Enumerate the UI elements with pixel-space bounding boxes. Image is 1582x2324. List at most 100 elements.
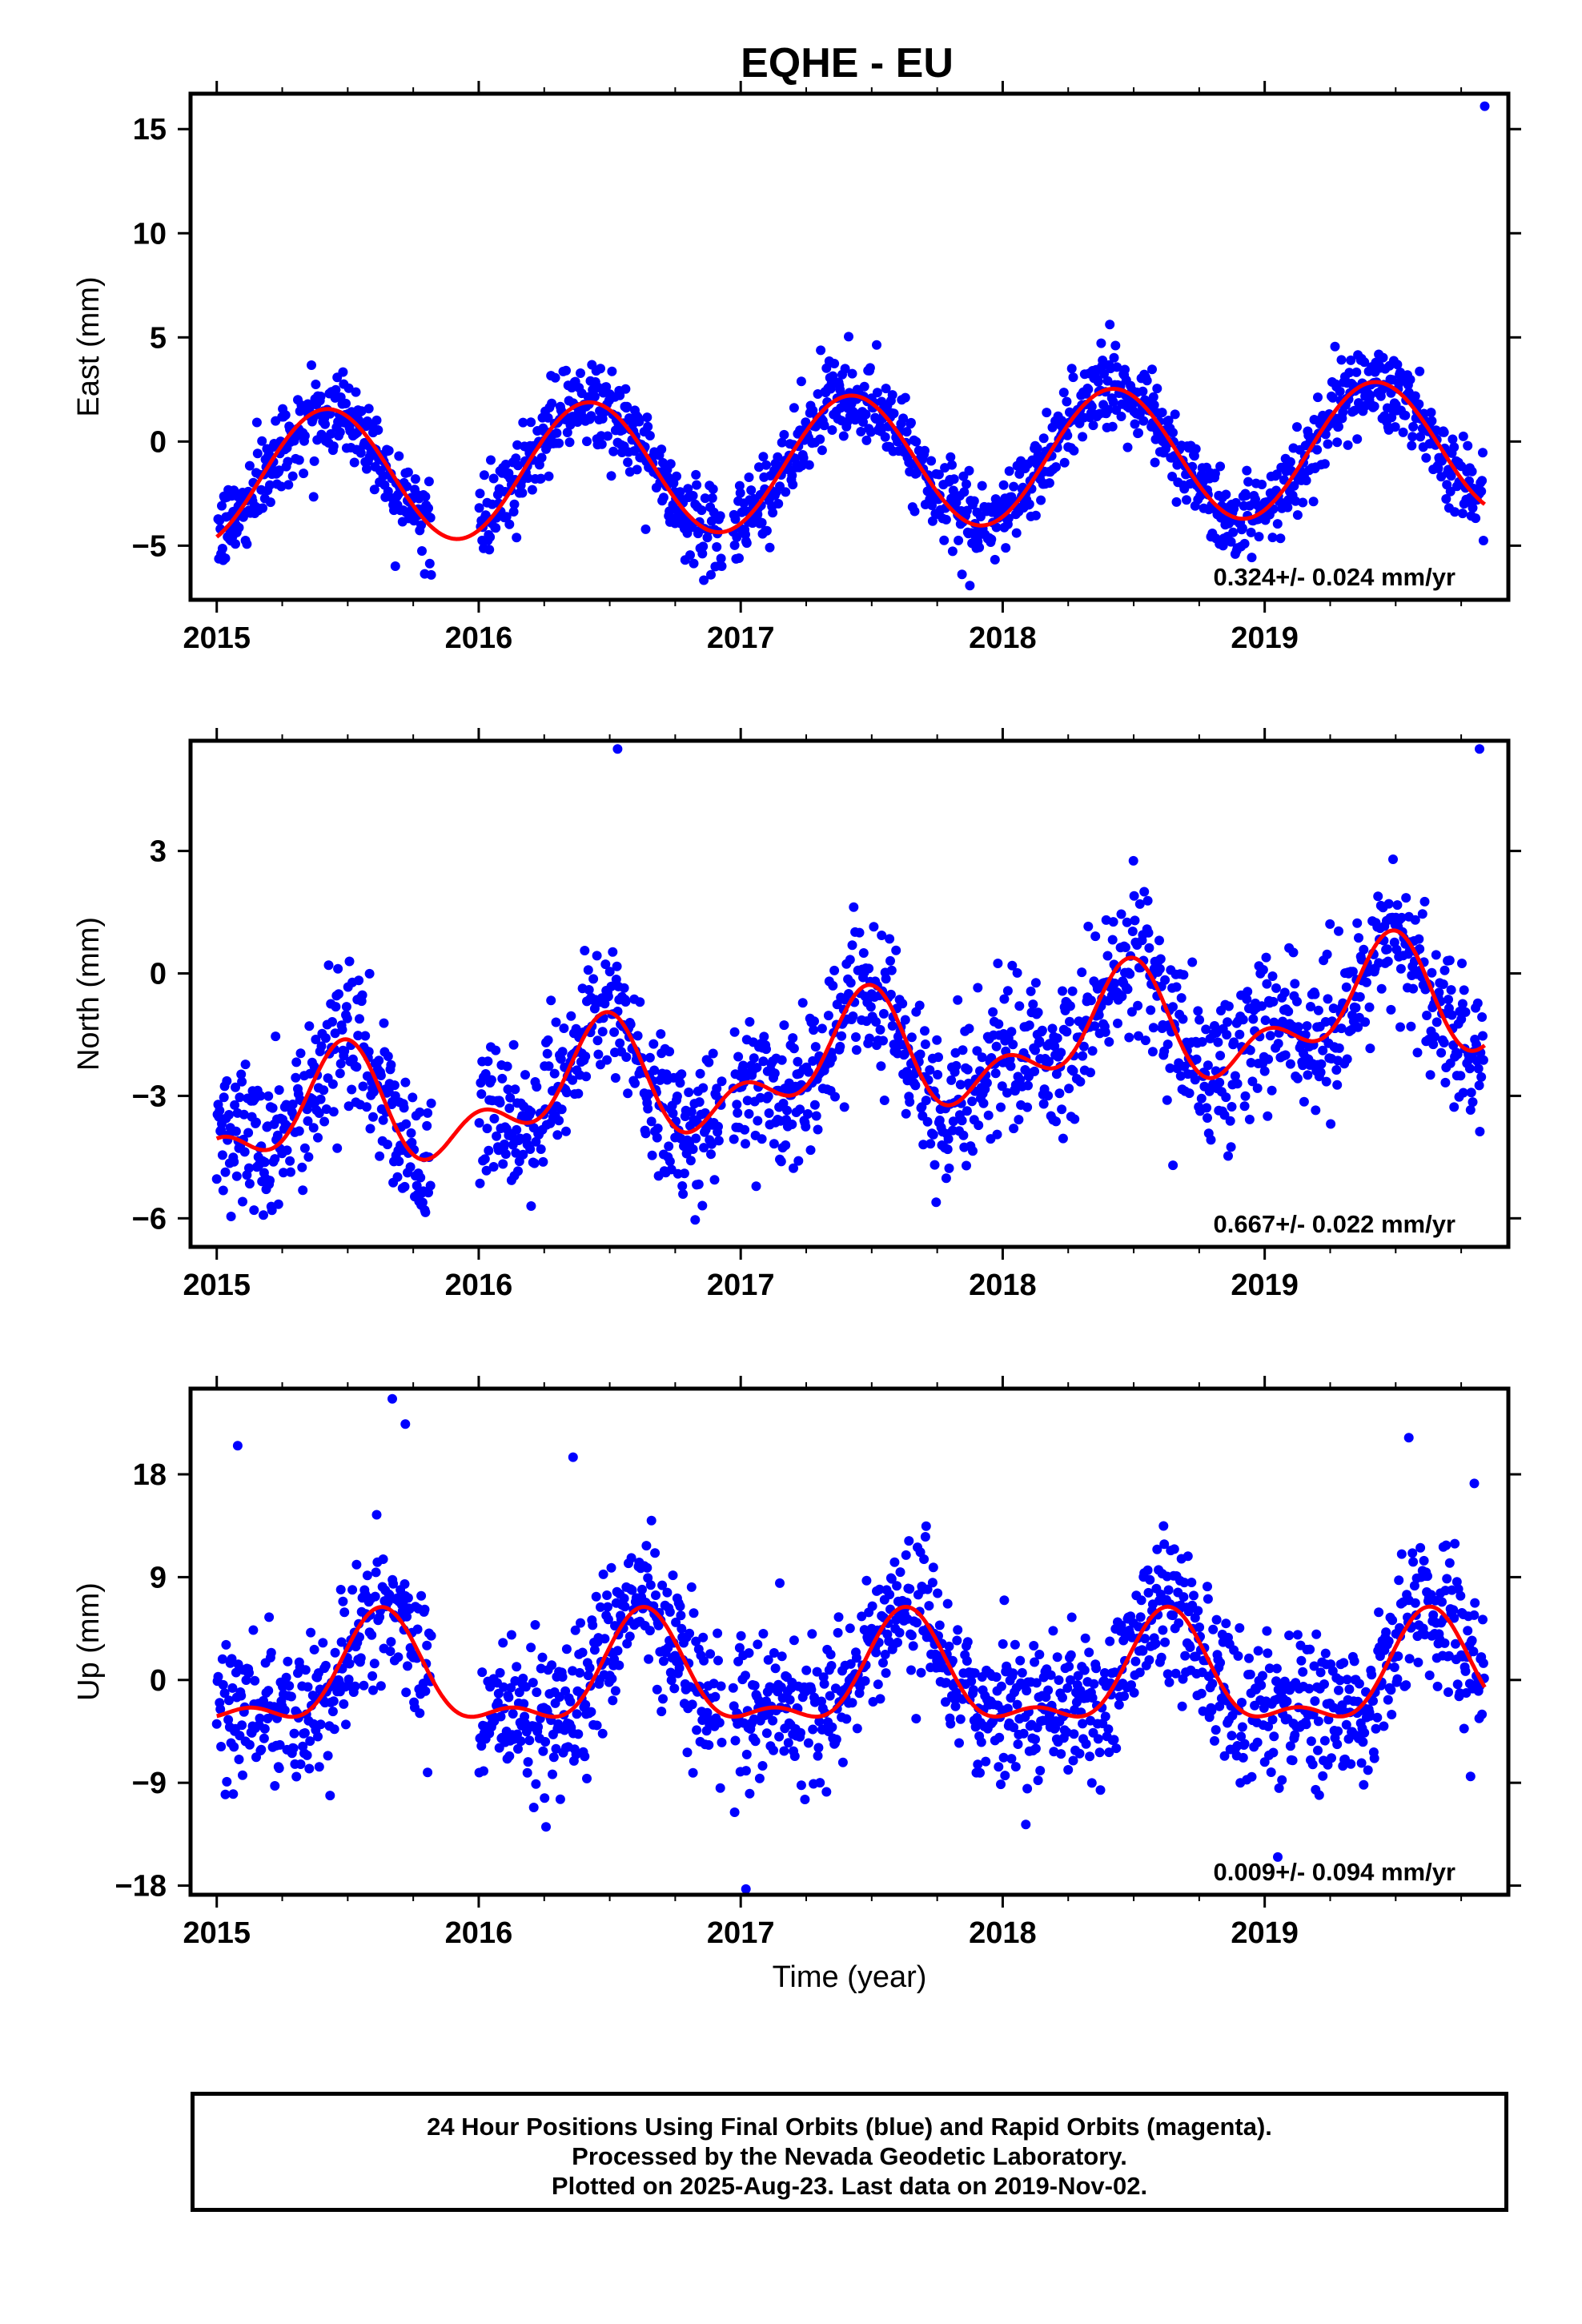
- up-data-point: [770, 1663, 781, 1674]
- east-data-point: [1405, 375, 1415, 384]
- north-data-point: [978, 1098, 989, 1108]
- north-data-point: [1078, 1051, 1088, 1061]
- up-data-point: [1134, 1667, 1145, 1678]
- east-data-point: [501, 512, 512, 522]
- east-data-point: [1386, 388, 1396, 398]
- east-data-point: [947, 460, 957, 470]
- north-data-point: [926, 1139, 936, 1149]
- up-data-point: [1207, 1706, 1217, 1715]
- up-data-point: [1437, 1597, 1447, 1607]
- east-data-point: [274, 465, 284, 476]
- up-data-point: [610, 1621, 620, 1631]
- north-data-point: [602, 1055, 612, 1065]
- north-data-point: [1425, 1070, 1435, 1080]
- up-data-point: [608, 1695, 618, 1706]
- up-data-point: [676, 1610, 686, 1621]
- north-data-point: [1279, 987, 1290, 998]
- up-data-point: [540, 1793, 550, 1803]
- north-data-point: [1290, 979, 1300, 989]
- north-data-point: [837, 1031, 847, 1041]
- up-data-point: [1136, 1595, 1146, 1606]
- north-data-point: [1472, 998, 1483, 1008]
- up-data-point: [584, 1663, 595, 1673]
- east-data-point: [1239, 538, 1250, 549]
- north-data-point: [592, 951, 602, 961]
- north-data-point: [934, 1052, 943, 1063]
- up-data-point: [906, 1630, 917, 1641]
- up-data-point: [495, 1667, 505, 1678]
- north-data-point: [1459, 985, 1469, 995]
- up-data-point: [524, 1735, 535, 1746]
- north-data-point: [1364, 1002, 1375, 1012]
- up-data-point: [1304, 1683, 1315, 1694]
- east-data-point: [1152, 384, 1162, 394]
- up-data-point: [248, 1625, 259, 1635]
- north-data-point: [311, 1035, 321, 1044]
- north-data-point: [1077, 967, 1087, 978]
- east-data-point: [1138, 416, 1149, 426]
- north-data-point: [1306, 1002, 1315, 1011]
- north-data-point: [475, 1178, 485, 1188]
- east-y-tick-label: −5: [132, 529, 167, 563]
- up-data-point: [1099, 1668, 1110, 1678]
- up-data-point: [1465, 1771, 1476, 1782]
- north-data-point: [407, 1137, 417, 1148]
- up-data-point: [619, 1594, 629, 1603]
- up-data-point: [825, 1650, 836, 1659]
- up-data-point: [477, 1667, 488, 1678]
- up-outlier-point: [232, 1441, 243, 1451]
- north-data-point: [1392, 900, 1403, 911]
- east-data-point: [1410, 391, 1420, 401]
- up-data-point: [401, 1687, 412, 1698]
- east-x-tick-label: 2015: [183, 621, 251, 655]
- north-data-point: [557, 1047, 568, 1057]
- east-data-point: [1351, 367, 1362, 377]
- north-data-point: [394, 1156, 404, 1167]
- up-data-point: [385, 1647, 396, 1656]
- east-data-point: [880, 432, 890, 442]
- up-data-point: [576, 1618, 585, 1628]
- up-data-point: [1452, 1577, 1462, 1587]
- east-data-point: [796, 376, 806, 387]
- up-data-point: [1287, 1755, 1298, 1766]
- up-data-point: [1227, 1731, 1237, 1741]
- up-data-point: [1179, 1578, 1190, 1588]
- north-data-point: [1062, 1027, 1072, 1037]
- east-data-point: [251, 417, 262, 428]
- north-data-point: [1457, 999, 1468, 1009]
- east-data-point: [491, 523, 501, 533]
- east-data-point: [964, 465, 974, 476]
- up-data-point: [622, 1638, 632, 1649]
- north-data-point: [1395, 963, 1406, 974]
- east-data-point: [1426, 408, 1436, 418]
- north-data-point: [1353, 1022, 1363, 1032]
- north-data-point: [1354, 933, 1363, 943]
- east-data-point: [1116, 412, 1126, 421]
- up-data-point: [966, 1676, 977, 1687]
- up-data-point: [330, 1647, 340, 1658]
- east-data-point: [335, 427, 345, 437]
- north-data-point: [224, 1110, 234, 1120]
- up-data-point: [644, 1654, 654, 1664]
- up-data-point: [318, 1638, 328, 1648]
- north-data-point: [375, 1151, 385, 1161]
- north-data-point: [374, 1055, 384, 1066]
- up-data-point: [1168, 1610, 1178, 1621]
- up-data-point: [1332, 1739, 1343, 1750]
- up-data-point: [1413, 1657, 1423, 1667]
- north-data-point: [1447, 1010, 1457, 1020]
- up-data-point: [1244, 1653, 1254, 1663]
- north-data-point: [422, 1120, 432, 1131]
- north-data-point: [1002, 1088, 1012, 1098]
- north-data-point: [1147, 1047, 1158, 1057]
- north-data-point: [1465, 1105, 1476, 1115]
- up-data-point: [555, 1794, 565, 1804]
- north-data-point: [1259, 1066, 1270, 1076]
- east-data-point: [829, 359, 840, 368]
- up-data-point: [728, 1683, 738, 1693]
- north-data-point: [678, 1189, 689, 1199]
- north-data-point: [1242, 994, 1252, 1004]
- up-data-point: [814, 1716, 825, 1727]
- up-data-point: [320, 1660, 331, 1671]
- east-data-point: [934, 469, 944, 480]
